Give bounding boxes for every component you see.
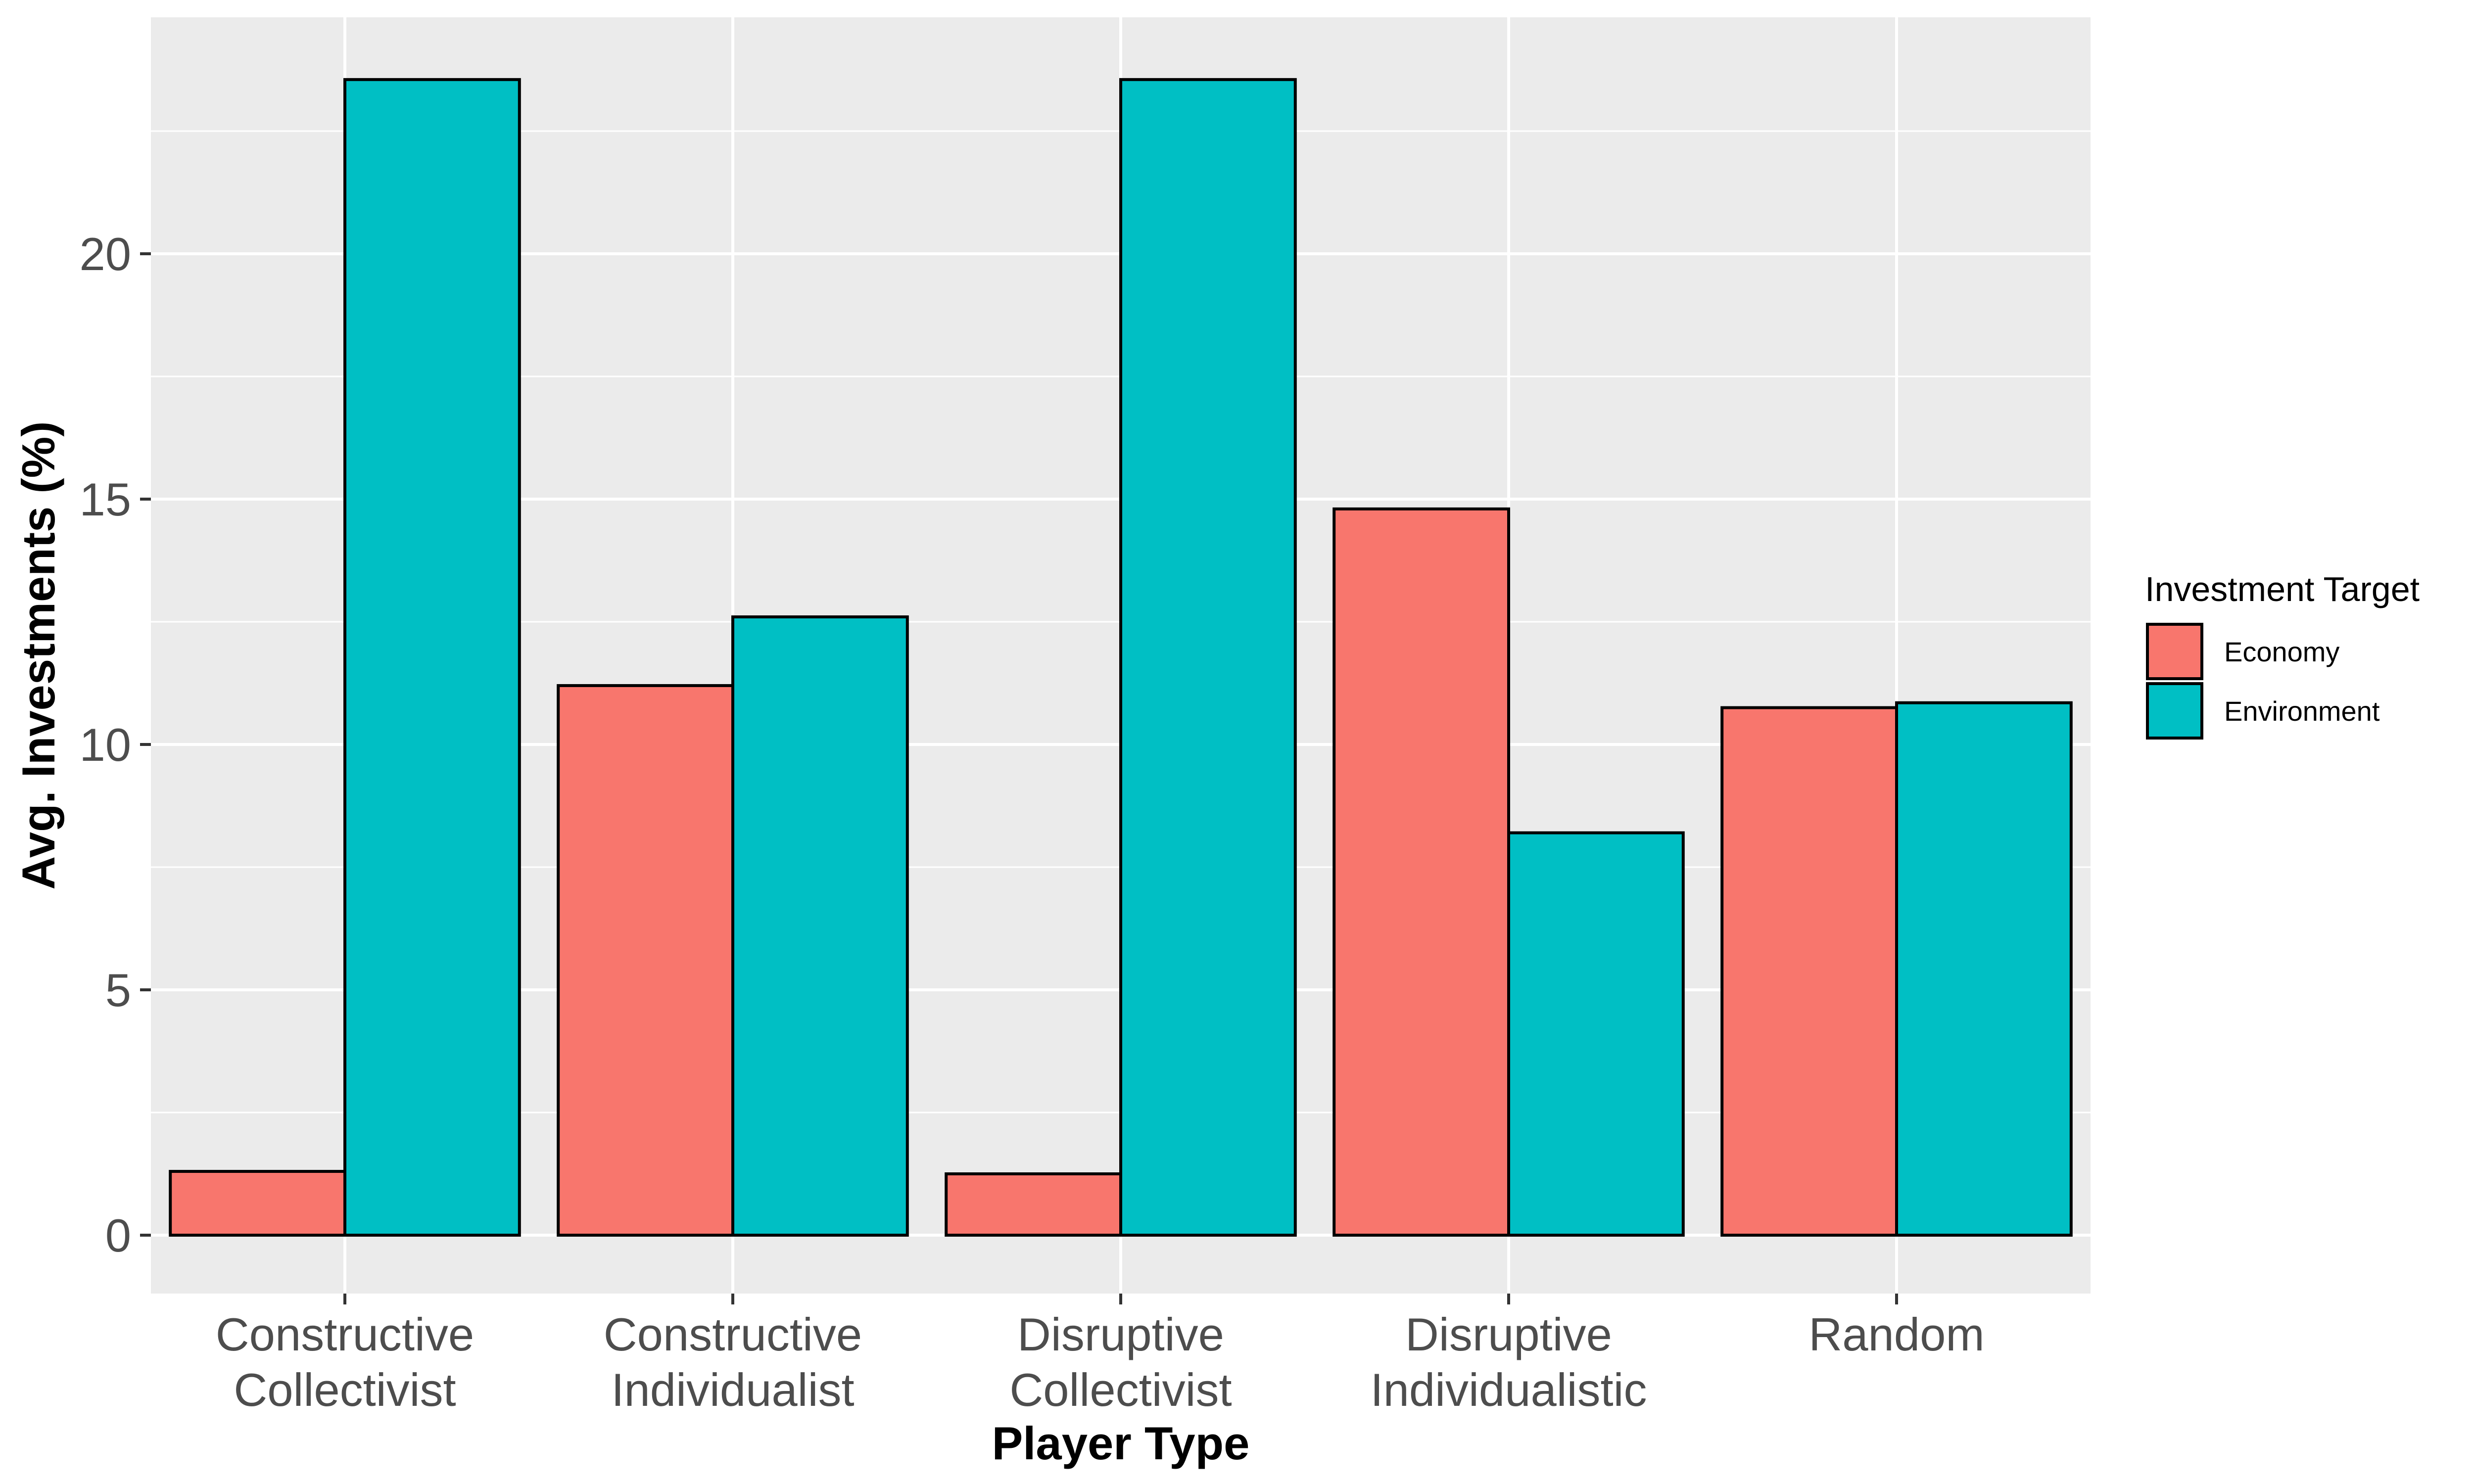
x-tick-label: Constructive bbox=[604, 1308, 862, 1360]
bar-economy-5 bbox=[1720, 706, 1898, 1237]
x-tick-label: Individualistic bbox=[1370, 1364, 1647, 1416]
bar-environment-1 bbox=[343, 78, 521, 1237]
x-axis-title: Player Type bbox=[992, 1417, 1250, 1469]
bar-environment-3 bbox=[1119, 78, 1297, 1237]
legend-label-economy: Economy bbox=[2224, 636, 2339, 667]
y-axis-title: Avg. Investments (%) bbox=[12, 421, 64, 889]
x-tick-label: Collectivist bbox=[234, 1364, 456, 1416]
legend-items: Economy Environment bbox=[2146, 623, 2380, 740]
bar-environment-4 bbox=[1507, 831, 1685, 1237]
bar-economy-4 bbox=[1332, 507, 1510, 1237]
y-tick-label: 5 bbox=[105, 964, 131, 1016]
x-axis: ConstructiveCollectivistConstructiveIndi… bbox=[216, 1294, 1985, 1416]
bar-economy-3 bbox=[945, 1172, 1122, 1237]
legend-key-economy bbox=[2146, 623, 2203, 680]
x-tick-label: Collectivist bbox=[1009, 1364, 1232, 1416]
legend: Investment Target Economy Environment bbox=[2145, 570, 2420, 740]
bar-economy-1 bbox=[169, 1170, 346, 1237]
legend-label-environment: Environment bbox=[2224, 696, 2380, 727]
y-tick-label: 15 bbox=[79, 473, 131, 525]
bar-economy-2 bbox=[557, 684, 734, 1237]
x-tick-label: Random bbox=[1808, 1308, 1984, 1360]
x-tick-label: Individualist bbox=[611, 1364, 854, 1416]
x-tick-label: Constructive bbox=[216, 1308, 474, 1360]
x-tick-label: Disruptive bbox=[1405, 1308, 1612, 1360]
y-tick-label: 20 bbox=[79, 228, 131, 280]
legend-title: Investment Target bbox=[2145, 570, 2420, 608]
bar-environment-5 bbox=[1895, 701, 2073, 1237]
y-tick-label: 0 bbox=[105, 1209, 131, 1261]
bars bbox=[169, 78, 2073, 1237]
legend-key-environment bbox=[2146, 682, 2203, 740]
bar-environment-2 bbox=[731, 615, 909, 1237]
y-axis: 0 5 10 15 20 bbox=[79, 228, 151, 1261]
y-tick-label: 10 bbox=[79, 719, 131, 771]
x-tick-label: Disruptive bbox=[1017, 1308, 1224, 1360]
